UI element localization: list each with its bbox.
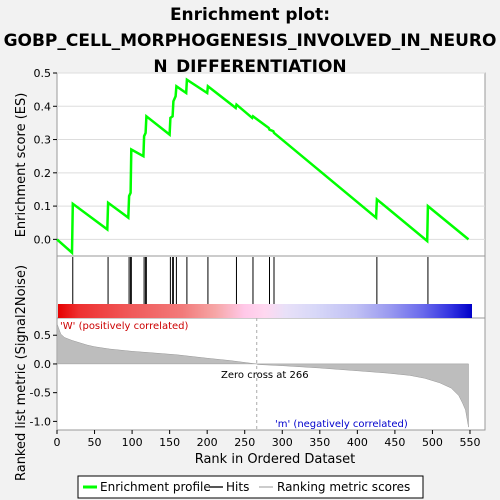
ranking-metric-area [56,323,469,428]
x-tick-label: 0 [54,436,61,449]
chart-title: Enrichment plot: GOBP_CELL_MORPHOGENESIS… [0,2,500,80]
es-ylabel: Enrichment score (ES) [14,93,29,238]
enrichment-profile-line [56,77,470,256]
rank-color-bar [58,304,472,318]
x-tick-label: 500 [422,436,443,449]
legend-hits-text: Hits [226,480,249,494]
es-panel [56,72,486,257]
metric-ytick-label: 0.0 [34,358,52,371]
x-tick-label: 450 [384,436,405,449]
zero-cross-label: Zero cross at 266 [221,370,309,381]
x-axis-label: Rank in Ordered Dataset [195,452,356,467]
x-tick-label: 50 [88,436,102,449]
legend-box [77,475,424,499]
es-ytick-label: 0.5 [34,67,52,80]
title-line-2: GOBP_CELL_MORPHOGENESIS_INVOLVED_IN_NEUR… [3,31,497,51]
metric-ytick-label: -0.5 [30,387,51,400]
title-line-3: N_DIFFERENTIATION [153,57,347,77]
metric-ytick-label: 0.5 [34,329,52,342]
title-line-1: Enrichment plot: [169,5,331,25]
es-ytick-label: 0.0 [34,233,52,246]
x-tick-label: 250 [234,436,255,449]
x-tick-label: 200 [197,436,218,449]
es-ytick-label: 0.2 [34,167,52,180]
positive-label: 'W' (positively correlated) [60,321,188,332]
x-tick-label: 300 [272,436,293,449]
negative-label: 'm' (negatively correlated) [275,419,408,430]
legend: Enrichment profile Hits Ranking metric s… [77,475,424,499]
es-ytick-label: 0.3 [34,134,52,147]
x-tick-label: 100 [122,436,143,449]
x-tick-label: 350 [309,436,330,449]
x-tick-label: 550 [459,436,480,449]
es-ytick-label: 0.4 [34,100,52,113]
legend-profile-text: Enrichment profile [100,480,211,494]
metric-ylabel: Ranked list metric (Signal2Noise) [14,265,29,481]
x-tick-label: 400 [347,436,368,449]
x-tick-label: 150 [159,436,180,449]
es-ytick-label: 0.1 [34,200,52,213]
legend-metric-text: Ranking metric scores [277,480,410,494]
metric-ytick-label: -1.0 [30,415,51,428]
